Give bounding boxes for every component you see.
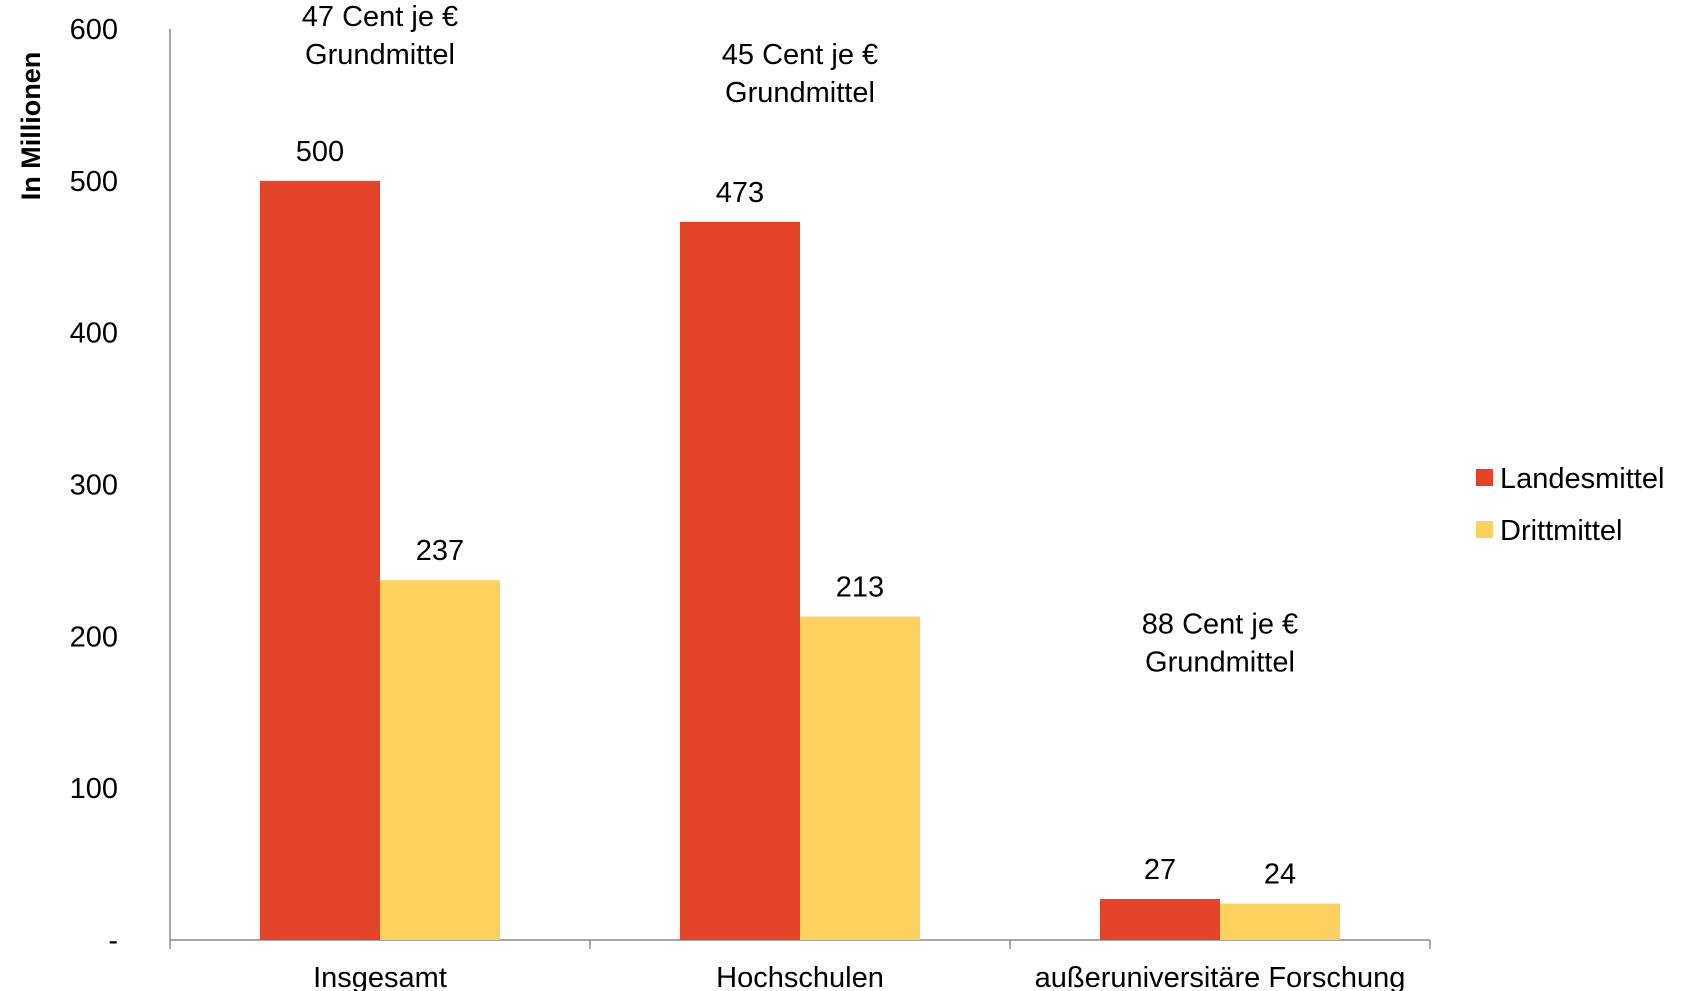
y-tick-label: - xyxy=(108,925,118,957)
x-category-label: Insgesamt xyxy=(313,962,447,991)
legend: Landesmittel Drittmittel xyxy=(1476,463,1664,547)
annotation-text: Grundmittel xyxy=(725,77,875,109)
y-axis-title: In Millionen xyxy=(16,52,46,201)
x-axis: Insgesamt Hochschulen außeruniversitäre Fo… xyxy=(169,939,1431,991)
annotations: 47 Cent je € Grundmittel 45 Cent je € Grund… xyxy=(302,1,1298,678)
y-tick-label: 600 xyxy=(70,14,118,46)
annotation-text: Grundmittel xyxy=(305,39,455,71)
x-category-label: außeruniversitäre Forschung xyxy=(1035,962,1406,991)
bar xyxy=(680,221,800,940)
annotation-text: 45 Cent je € xyxy=(722,39,878,71)
data-label: 500 xyxy=(296,136,344,168)
y-tick-label: 500 xyxy=(70,166,118,198)
bar xyxy=(1100,899,1220,940)
data-label: 237 xyxy=(416,535,464,567)
data-label: 27 xyxy=(1144,854,1176,886)
data-label: 24 xyxy=(1264,859,1296,891)
y-tick-label: 400 xyxy=(70,318,118,350)
bars xyxy=(260,180,1340,941)
x-category-label: Hochschulen xyxy=(716,962,884,991)
y-tick-label: 100 xyxy=(70,773,118,805)
y-tick-label: 200 xyxy=(70,621,118,653)
data-label: 473 xyxy=(716,177,764,209)
bar xyxy=(260,180,380,941)
legend-swatch xyxy=(1476,521,1493,538)
data-label: 213 xyxy=(836,572,884,604)
y-axis: - 100 200 300 400 500 600 xyxy=(70,14,171,957)
y-tick-label: 300 xyxy=(70,470,118,502)
legend-label: Landesmittel xyxy=(1500,463,1664,495)
bar xyxy=(380,580,500,940)
legend-swatch xyxy=(1476,469,1493,486)
annotation-text: 47 Cent je € xyxy=(302,1,458,33)
data-labels: 500 237 473 213 27 24 xyxy=(296,136,1296,891)
bar xyxy=(1220,903,1340,940)
annotation-text: 88 Cent je € xyxy=(1142,608,1298,640)
legend-label: Drittmittel xyxy=(1500,515,1622,547)
bar xyxy=(800,616,920,940)
annotation-text: Grundmittel xyxy=(1145,646,1295,678)
